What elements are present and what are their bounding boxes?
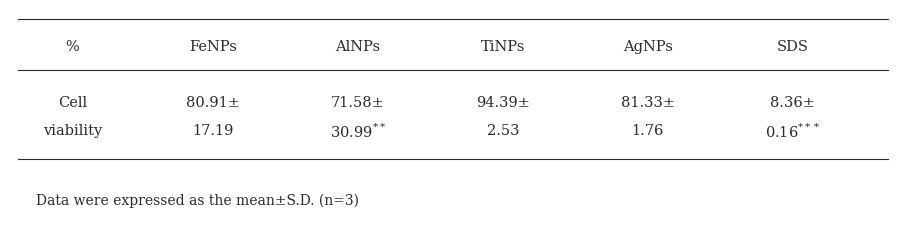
Text: 17.19: 17.19 (192, 124, 234, 138)
Text: 80.91±: 80.91± (186, 96, 240, 110)
Text: AgNPs: AgNPs (622, 40, 673, 54)
Text: 1.76: 1.76 (631, 124, 664, 138)
Text: Data were expressed as the mean±S.D. (n=3): Data were expressed as the mean±S.D. (n=… (36, 194, 360, 208)
Text: 94.39±: 94.39± (476, 96, 530, 110)
Text: SDS: SDS (776, 40, 809, 54)
Text: TiNPs: TiNPs (481, 40, 525, 54)
Text: 81.33±: 81.33± (621, 96, 675, 110)
Text: viability: viability (43, 124, 102, 138)
Text: 2.53: 2.53 (487, 124, 519, 138)
Text: FeNPs: FeNPs (189, 40, 236, 54)
Text: %: % (65, 40, 80, 54)
Text: 71.58±: 71.58± (331, 96, 385, 110)
Text: 0.16$^{\mathregular{***}}$: 0.16$^{\mathregular{***}}$ (765, 122, 821, 140)
Text: 8.36±: 8.36± (770, 96, 815, 110)
Text: 30.99$^{\mathregular{**}}$: 30.99$^{\mathregular{**}}$ (330, 122, 386, 140)
Text: Cell: Cell (58, 96, 87, 110)
Text: AlNPs: AlNPs (335, 40, 381, 54)
